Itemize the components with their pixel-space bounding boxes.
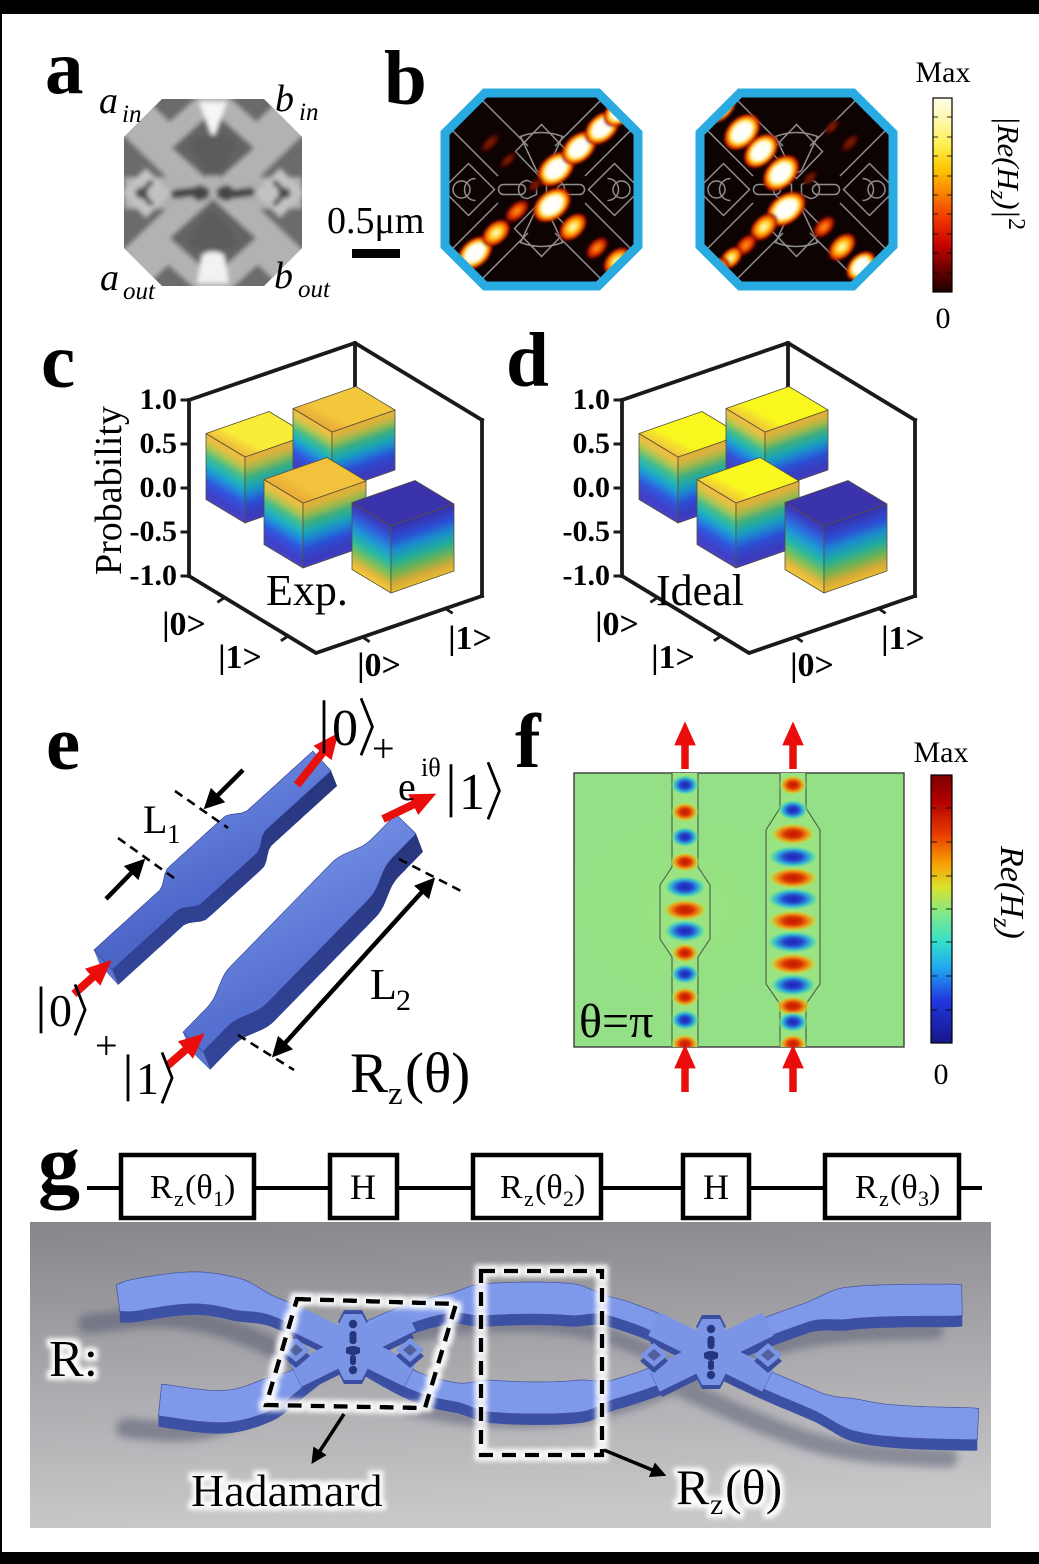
svg-text:0: 0 [332,700,358,757]
svg-text:R: R [150,1169,173,1206]
svg-text:0: 0 [936,302,951,335]
svg-text:e: e [46,700,80,786]
svg-text:z: z [174,1186,184,1211]
svg-text:-0.5: -0.5 [130,515,178,548]
svg-text:1: 1 [213,1186,224,1211]
svg-text:(θ): (θ) [725,1459,782,1515]
svg-text:+: + [95,1023,118,1068]
svg-text:(θ: (θ [890,1169,918,1206]
svg-text:|0>: |0> [595,606,639,643]
svg-text:3: 3 [918,1186,929,1211]
svg-text:|1>: |1> [448,620,492,657]
svg-text:out: out [298,276,331,303]
svg-text:1: 1 [459,764,485,821]
svg-text:a: a [45,24,84,110]
svg-text:b: b [275,78,294,120]
svg-text:Exp.: Exp. [266,566,348,615]
svg-text:0.5: 0.5 [140,427,178,460]
svg-text:Probability: Probability [88,406,130,575]
svg-text:-1.0: -1.0 [563,559,611,592]
svg-text:): ) [574,1169,585,1206]
svg-text:b: b [384,35,427,121]
svg-text:R: R [676,1459,710,1515]
svg-text:(θ): (θ) [405,1042,470,1105]
svg-text:Max: Max [914,736,969,769]
svg-text:z: z [524,1186,534,1211]
svg-text:in: in [122,101,141,128]
svg-text:Hadamard: Hadamard [191,1465,383,1516]
svg-text:|1>: |1> [881,620,925,657]
svg-text:0.5: 0.5 [573,427,611,460]
svg-text:0: 0 [934,1058,949,1091]
svg-text:Max: Max [916,56,971,89]
svg-text:+: + [372,726,395,771]
svg-text:-1.0: -1.0 [130,559,178,592]
svg-text:|Re(Hz)|2: |Re(Hz)|2 [985,116,1029,230]
svg-text:b: b [274,255,293,297]
svg-text:R: R [855,1169,878,1206]
svg-text:|1>: |1> [218,639,262,676]
svg-text:iθ: iθ [421,753,441,782]
svg-text:1.0: 1.0 [140,383,178,416]
svg-text:d: d [506,317,549,403]
svg-text:a: a [99,80,118,122]
svg-text:Ideal: Ideal [656,566,744,615]
svg-text:R: R [500,1169,523,1206]
svg-text:): ) [929,1169,940,1206]
svg-text:2: 2 [563,1186,574,1211]
svg-text:(θ: (θ [185,1169,213,1206]
svg-text:L: L [143,797,167,842]
svg-text:|0>: |0> [790,647,834,684]
svg-text:z: z [710,1488,723,1521]
svg-text:0.5μm: 0.5μm [327,200,424,242]
svg-text:a: a [100,257,119,299]
svg-text:H: H [350,1167,376,1207]
svg-text:L: L [370,960,397,1009]
svg-text:H: H [703,1167,729,1207]
svg-text:g: g [38,1118,80,1211]
svg-text:θ=π: θ=π [579,995,653,1048]
svg-text:z: z [879,1186,889,1211]
svg-text:|1>: |1> [651,639,695,676]
svg-text:): ) [224,1169,235,1206]
svg-text:1: 1 [136,1053,159,1104]
svg-text:0.0: 0.0 [140,471,178,504]
svg-text:0.0: 0.0 [573,471,611,504]
svg-text:0: 0 [49,985,72,1036]
svg-text:1.0: 1.0 [573,383,611,416]
svg-text:2: 2 [396,984,411,1017]
svg-text:out: out [123,278,156,305]
svg-text:z: z [388,1076,403,1112]
svg-text:c: c [41,318,75,404]
svg-text:f: f [515,698,542,784]
svg-text:-0.5: -0.5 [563,515,611,548]
svg-text:e: e [398,764,416,809]
svg-text:R:: R: [49,1331,98,1388]
svg-text:R: R [350,1042,388,1105]
svg-text:|0>: |0> [162,606,206,643]
svg-text:in: in [299,99,318,126]
svg-text:|0>: |0> [357,647,401,684]
svg-text:(θ: (θ [535,1169,563,1206]
svg-text:1: 1 [167,819,181,849]
